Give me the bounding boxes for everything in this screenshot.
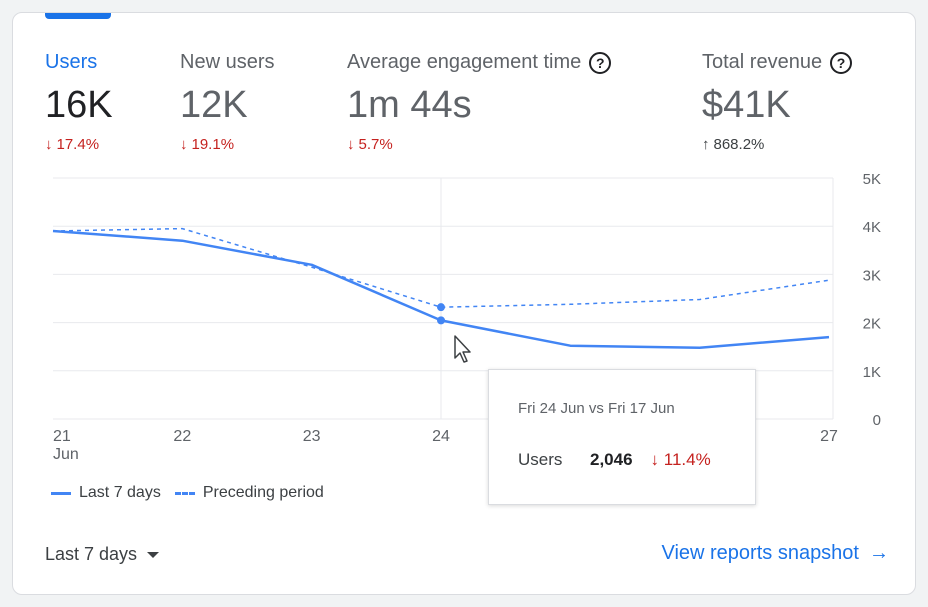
active-tab-indicator	[45, 13, 111, 19]
highlight-point	[437, 316, 445, 325]
tooltip-metric: Users	[518, 450, 563, 469]
metric-change: ↓ 17.4%	[45, 136, 100, 153]
metric-change: ↓ 5.7%	[347, 136, 393, 153]
metric-label: New users	[180, 51, 275, 73]
y-tick-label: 1K	[863, 364, 881, 381]
arrow-down-icon: ↓	[180, 136, 188, 153]
x-tick-label: 23	[303, 428, 321, 445]
users-line-chart[interactable]: 0 1K 2K 3K 4K 5K 21 22 23 24 27 Jun	[13, 13, 916, 483]
metric-value: $41K	[702, 84, 791, 126]
metric-new-users-tab[interactable]: New users 12K ↓ 19.1%	[180, 51, 274, 153]
mouse-pointer-icon	[454, 335, 471, 363]
link-label: View reports snapshot	[661, 542, 859, 564]
highlight-point	[437, 303, 445, 312]
arrow-down-icon: ↓	[650, 450, 660, 469]
legend-item-last-7-days: Last 7 days	[51, 484, 161, 502]
y-tick-label: 0	[873, 412, 881, 429]
tooltip-change: ↓ 11.4%	[650, 450, 711, 469]
arrow-down-icon: ↓	[347, 136, 355, 153]
metric-total-revenue-tab[interactable]: Total revenue ? $41K ↑ 868.2%	[702, 51, 853, 153]
chart-legend: Last 7 days Preceding period	[51, 484, 328, 502]
legend-swatch-solid	[51, 491, 71, 495]
help-icon[interactable]: ?	[830, 51, 853, 74]
date-range-dropdown[interactable]: Last 7 days	[45, 544, 160, 565]
chart-tooltip: Fri 24 Jun vs Fri 17 Jun Users 2,046 ↓ 1…	[488, 369, 756, 505]
y-tick-label: 2K	[863, 316, 881, 333]
caret-down-icon	[147, 551, 160, 558]
overview-card: Users 16K ↓ 17.4% New users 12K ↓ 19.1% Av…	[12, 12, 916, 595]
y-tick-label: 3K	[863, 267, 881, 284]
x-tick-sublabel: Jun	[53, 446, 79, 463]
metric-users-tab[interactable]: Users 16K ↓ 17.4%	[45, 51, 113, 153]
x-tick-label: 24	[432, 428, 450, 445]
metric-value: 16K	[45, 84, 113, 126]
tooltip-row: Users 2,046 ↓ 11.4%	[518, 450, 711, 470]
y-tick-label: 5K	[863, 171, 881, 188]
x-tick-label: 27	[820, 428, 838, 445]
legend-item-preceding-period: Preceding period	[174, 484, 324, 502]
metric-label: Average engagement time ?	[347, 51, 612, 74]
tooltip-date: Fri 24 Jun vs Fri 17 Jun	[518, 400, 675, 417]
metric-engagement-time-tab[interactable]: Average engagement time ? 1m 44s ↓ 5.7%	[347, 51, 612, 153]
metric-label: Total revenue ?	[702, 51, 853, 74]
arrow-up-icon: ↑	[702, 136, 710, 153]
metric-label: Users	[45, 51, 98, 73]
y-tick-label: 4K	[863, 219, 881, 236]
view-reports-snapshot-link[interactable]: View reports snapshot →	[661, 542, 889, 565]
metric-change: ↑ 868.2%	[702, 136, 765, 153]
metric-change: ↓ 19.1%	[180, 136, 235, 153]
x-tick-label: 21	[53, 428, 71, 445]
series-line-preceding-period	[52, 227, 830, 308]
arrow-down-icon: ↓	[45, 136, 53, 153]
tooltip-value: 2,046	[590, 450, 633, 469]
date-range-label: Last 7 days	[45, 544, 138, 564]
help-icon[interactable]: ?	[589, 51, 612, 74]
metric-value: 12K	[180, 84, 248, 126]
arrow-right-icon: →	[869, 542, 889, 564]
metric-value: 1m 44s	[347, 84, 472, 126]
x-tick-label: 22	[173, 428, 191, 445]
legend-swatch-dashed	[174, 491, 195, 495]
